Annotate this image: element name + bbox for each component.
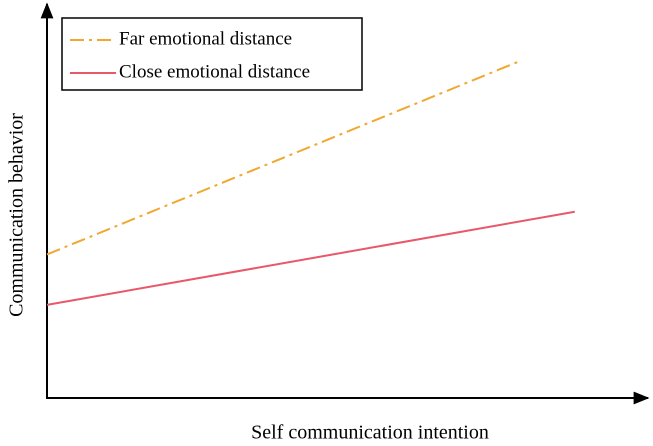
legend-label: Far emotional distance bbox=[119, 28, 292, 49]
series-line bbox=[46, 210, 575, 306]
legend-box bbox=[61, 17, 363, 91]
legend-label: Close emotional distance bbox=[119, 61, 310, 82]
x-axis-label: Self communication intention bbox=[251, 422, 489, 444]
y-axis-label: Communication behavior bbox=[6, 113, 28, 317]
series-line bbox=[46, 59, 522, 256]
